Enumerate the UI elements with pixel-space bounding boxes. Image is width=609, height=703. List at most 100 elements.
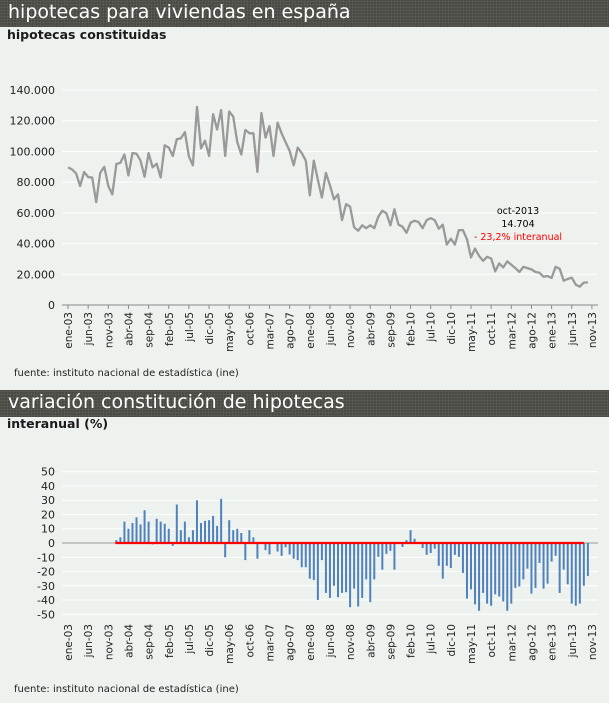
bar bbox=[308, 543, 311, 579]
bar bbox=[256, 543, 259, 559]
y-tick-label: 80.000 bbox=[17, 176, 56, 189]
bar bbox=[204, 520, 207, 543]
bar bbox=[163, 523, 166, 543]
bar bbox=[268, 543, 271, 555]
bar bbox=[131, 523, 134, 543]
bar bbox=[457, 543, 460, 557]
x-tick-label: may-11 bbox=[466, 312, 478, 352]
panel1-source: fuente: instituto nacional de estadístic… bbox=[14, 368, 239, 379]
bar bbox=[167, 528, 170, 543]
x-tick-label: feb-05 bbox=[164, 624, 176, 658]
y-tick-label: -20 bbox=[37, 566, 55, 579]
bar bbox=[538, 543, 541, 563]
x-tick-label: jun-08 bbox=[325, 624, 337, 658]
bar bbox=[252, 537, 255, 543]
y-tick-label: 30 bbox=[41, 494, 55, 507]
bar bbox=[300, 543, 303, 568]
bar bbox=[171, 543, 174, 546]
bar bbox=[324, 543, 327, 593]
x-tick-label: ene-13 bbox=[547, 312, 559, 349]
bar bbox=[332, 543, 335, 586]
bar bbox=[445, 543, 448, 566]
x-tick-label: ene-13 bbox=[547, 624, 559, 661]
bar bbox=[486, 543, 489, 604]
bar bbox=[385, 543, 388, 554]
bar bbox=[220, 498, 223, 543]
bar bbox=[510, 543, 513, 604]
bar bbox=[578, 543, 581, 604]
bar bbox=[542, 543, 545, 589]
x-tick-label: mar-12 bbox=[506, 312, 518, 349]
x-tick-label: nov-08 bbox=[345, 312, 357, 348]
x-tick-label: jun-13 bbox=[567, 624, 579, 658]
bar bbox=[470, 543, 472, 590]
annotation-change: - 23,2% interanual bbox=[474, 232, 562, 243]
bar bbox=[586, 543, 589, 577]
panel2-header: variación constitución de hipotecas bbox=[0, 390, 609, 417]
bar bbox=[478, 543, 481, 611]
bar bbox=[393, 543, 396, 570]
bar bbox=[550, 543, 553, 562]
panel2-subtitle: interanual (%) bbox=[7, 416, 109, 431]
bar bbox=[425, 543, 428, 555]
bar bbox=[147, 521, 150, 543]
x-tick-label: ene-03 bbox=[63, 624, 75, 661]
bar bbox=[570, 543, 573, 604]
bar bbox=[183, 521, 186, 543]
x-tick-label: feb-05 bbox=[164, 312, 176, 346]
bar bbox=[389, 543, 392, 551]
bar bbox=[574, 543, 577, 606]
x-tick-label: ago-12 bbox=[526, 312, 538, 349]
bar bbox=[566, 543, 569, 585]
x-tick-label: jun-03 bbox=[83, 624, 95, 658]
panel1-header: hipotecas para viviendas en españa bbox=[0, 0, 609, 27]
y-tick-label: 20.000 bbox=[17, 268, 56, 281]
x-tick-label: sep-09 bbox=[385, 312, 397, 348]
x-tick-label: dic-05 bbox=[204, 624, 216, 657]
bar bbox=[127, 528, 130, 543]
y-tick-label: 60.000 bbox=[17, 207, 56, 220]
x-tick-label: jun-03 bbox=[83, 312, 95, 346]
y-tick-label: 50 bbox=[41, 466, 55, 479]
bar bbox=[304, 543, 307, 568]
x-tick-label: dic-05 bbox=[204, 312, 216, 345]
bar bbox=[143, 510, 146, 543]
x-tick-label: feb-10 bbox=[406, 624, 418, 658]
x-tick-label: ene-03 bbox=[63, 312, 75, 349]
bar bbox=[320, 543, 323, 561]
annotation-value: 14.704 bbox=[501, 219, 534, 230]
bar bbox=[175, 504, 178, 543]
bar bbox=[328, 543, 331, 598]
bar bbox=[115, 540, 118, 543]
bar bbox=[244, 543, 247, 561]
bar bbox=[296, 543, 299, 561]
bar bbox=[353, 543, 356, 589]
x-tick-label: sep-09 bbox=[385, 624, 397, 660]
x-tick-label: dic-10 bbox=[446, 624, 458, 657]
bar bbox=[554, 543, 557, 556]
bar bbox=[441, 543, 444, 579]
y-tick-label: -30 bbox=[37, 580, 55, 593]
bar bbox=[429, 543, 432, 553]
bar bbox=[514, 543, 517, 588]
bar bbox=[546, 543, 549, 584]
bar bbox=[232, 530, 235, 543]
bar bbox=[498, 543, 501, 597]
bar bbox=[506, 543, 509, 611]
bar bbox=[401, 543, 404, 547]
bar bbox=[312, 543, 315, 581]
bar bbox=[316, 543, 319, 601]
x-tick-label: ago-12 bbox=[526, 624, 538, 661]
bar bbox=[433, 543, 436, 549]
x-tick-label: nov-08 bbox=[345, 624, 357, 660]
annotation-date: oct-2013 bbox=[497, 206, 539, 217]
x-tick-label: nov-03 bbox=[103, 312, 115, 348]
annotation: oct-2013 14.704 - 23,2% interanual bbox=[474, 206, 562, 243]
y-tick-label: 120.000 bbox=[10, 115, 56, 128]
x-tick-label: may-06 bbox=[224, 312, 236, 352]
x-tick-label: jun-08 bbox=[325, 312, 337, 346]
bar bbox=[494, 543, 497, 595]
x-tick-label: abr-09 bbox=[365, 624, 377, 658]
bar bbox=[292, 543, 295, 559]
bar bbox=[518, 543, 521, 587]
